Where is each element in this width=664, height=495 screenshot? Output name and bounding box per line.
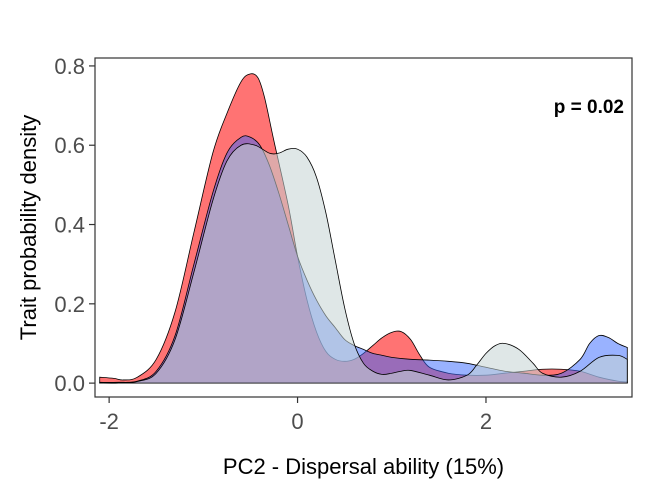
x-tick-label: 0 — [291, 409, 303, 434]
y-tick-label: 0.8 — [54, 54, 85, 79]
x-axis-ticks: -2 0 2 — [99, 397, 492, 434]
y-axis-title: Trait probability density — [16, 115, 41, 340]
y-tick-label: 0.4 — [54, 213, 85, 238]
density-series-layer — [99, 73, 628, 384]
density-area-3 — [99, 143, 628, 384]
x-axis-title: PC2 - Dispersal ability (15%) — [223, 454, 504, 479]
y-tick-label: 0.2 — [54, 292, 85, 317]
x-tick-label: -2 — [99, 409, 119, 434]
y-axis-ticks: 0.0 0.2 0.4 0.6 0.8 — [54, 54, 95, 396]
x-tick-label: 2 — [480, 409, 492, 434]
y-tick-label: 0.0 — [54, 371, 85, 396]
plot-panel-border — [94, 57, 633, 398]
y-tick-label: 0.6 — [54, 133, 85, 158]
p-value-annotation: p = 0.02 — [554, 97, 624, 118]
